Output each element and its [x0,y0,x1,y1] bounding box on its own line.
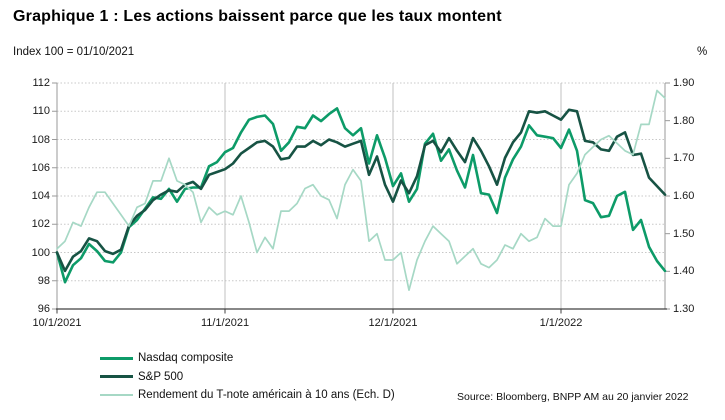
y-axis-left-tick-label: 106 [31,161,50,174]
y-axis-right-tick-label: 1.50 [673,227,695,240]
sp500-line-swatch [100,375,133,379]
y-axis-left-tick-label: 96 [37,303,50,315]
x-axis-tick-label: 12/1/2021 [368,317,418,329]
series-line-2 [56,89,666,292]
y-axis-left-tick-label: 98 [37,274,50,287]
legend: Nasdaq composite S&P 500 Rendement du T-… [100,349,395,405]
x-axis-tick-label: 10/1/2021 [32,317,82,329]
y-axis-left-tick-label: 108 [31,133,50,146]
y-axis-right-tick-label: 1.30 [673,303,695,315]
left-axis-unit-note: Index 100 = 01/10/2021 [13,46,135,58]
legend-label-sp500: S&P 500 [138,370,184,383]
x-axis-tick-label: 11/1/2021 [200,317,250,329]
nasdaq-line-swatch [100,356,133,360]
legend-item-tnote: Rendement du T-note américain à 10 ans (… [100,386,395,405]
x-axis-tick-label: 1/1/2022 [539,317,583,329]
tnote-line-swatch [100,394,133,397]
right-axis-unit-note: % [697,46,708,58]
legend-label-tnote: Rendement du T-note américain à 10 ans (… [138,389,395,402]
y-axis-right-tick-label: 1.40 [673,265,695,278]
y-axis-left-tick-label: 110 [32,105,50,118]
legend-item-sp500: S&P 500 [100,368,395,387]
y-axis-right-tick-label: 1.90 [673,77,695,89]
chart-title: Graphique 1 : Les actions baissent parce… [13,8,502,25]
y-axis-right-tick-label: 1.60 [673,190,695,202]
source-note: Source: Bloomberg, BNPP AM au 20 janvier… [457,391,689,403]
legend-label-nasdaq: Nasdaq composite [138,352,234,365]
series-line-1 [55,108,667,273]
y-axis-right-tick-label: 1.80 [673,114,695,127]
legend-item-nasdaq: Nasdaq composite [100,349,395,368]
plot-area [52,82,670,314]
y-axis-left-tick-label: 112 [32,77,50,89]
series-line-0 [55,107,667,284]
y-axis-left-tick-label: 104 [31,190,50,202]
y-axis-left-tick-label: 100 [31,246,50,259]
y-axis-right-tick-label: 1.70 [673,152,695,165]
y-axis-left-tick-label: 102 [31,218,50,231]
